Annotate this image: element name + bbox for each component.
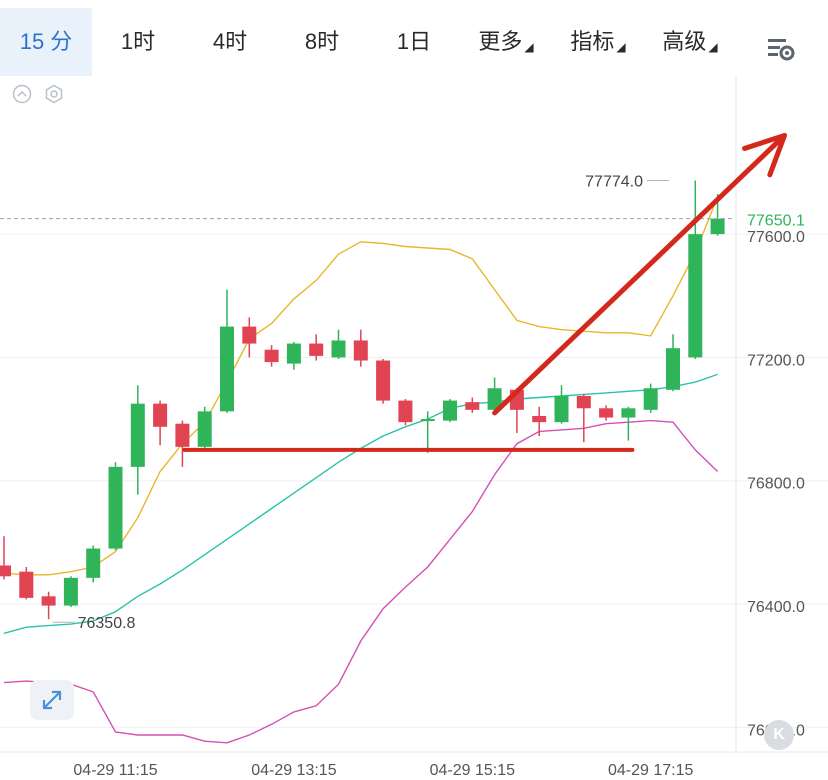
candle-body [0, 565, 11, 577]
tab-label: 1日 [396, 29, 432, 54]
lower-band-line [3, 419, 719, 744]
candle-body [532, 416, 547, 423]
x-tick-label: 04-29 17:15 [608, 762, 694, 779]
y-tick-label: 77200.0 [747, 352, 805, 369]
candle-body [643, 388, 658, 410]
candle-body [353, 340, 368, 361]
badge-text: K [773, 726, 785, 743]
candle-body [621, 408, 636, 418]
candle-body [197, 411, 212, 447]
x-tick-label: 04-29 13:15 [251, 762, 337, 779]
high-label: 77774.0 [585, 173, 643, 190]
tab-label: 更多 [478, 29, 523, 54]
tab-advanced[interactable]: 高级 ◢ [644, 8, 736, 76]
candle-body [465, 402, 480, 410]
tab-label: 指标 [570, 29, 615, 54]
tab-more[interactable]: 更多 ◢ [460, 8, 552, 76]
tab-15m[interactable]: 15 分 [0, 8, 92, 76]
x-tick-label: 04-29 15:15 [430, 762, 516, 779]
candle-body [86, 548, 101, 578]
hexagon-icon[interactable] [44, 84, 64, 104]
trend-arrow-head [742, 132, 787, 178]
candle-body [443, 400, 457, 421]
caret-down-icon: ◢ [524, 40, 534, 54]
candle-body [710, 218, 725, 235]
tab-4h[interactable]: 4时 [184, 8, 276, 76]
candle-body [398, 400, 413, 423]
tab-label: 8时 [304, 29, 340, 54]
tab-1d[interactable]: 1日 [368, 8, 460, 76]
candle-body [554, 395, 569, 423]
candle-body [108, 466, 123, 549]
candle-body [331, 340, 346, 358]
candle-body [420, 419, 435, 422]
candle-body [63, 577, 78, 606]
candle-body [487, 388, 502, 410]
candle-body [220, 326, 234, 412]
caret-down-icon: ◢ [708, 40, 718, 54]
candle-body [130, 403, 145, 467]
ma-line [3, 196, 719, 576]
tab-label: 1时 [120, 29, 156, 54]
low-label: 76350.8 [78, 615, 136, 632]
candle-body [153, 403, 168, 427]
k-badge-icon[interactable]: K [764, 720, 794, 750]
tab-label: 15 分 [19, 29, 73, 54]
timeframe-tabbar: 15 分 1时 4时 8时 1日 更多 ◢ 指标 ◢ 高级 ◢ [0, 8, 828, 76]
tab-1h[interactable]: 1时 [92, 8, 184, 76]
candle-body [175, 423, 190, 447]
candle-body [19, 571, 34, 598]
last-price-label: 77650.1 [747, 213, 805, 230]
trend-arrow-annotation [492, 132, 787, 416]
tab-8h[interactable]: 8时 [276, 8, 368, 76]
candle-body [286, 343, 301, 364]
expand-arrows-icon[interactable] [30, 680, 74, 720]
caret-down-icon: ◢ [616, 40, 626, 54]
y-tick-label: 77600.0 [747, 229, 805, 246]
y-tick-label: 76800.0 [747, 476, 805, 493]
settings-icon[interactable] [760, 30, 800, 70]
chevron-up-circle-icon[interactable] [12, 84, 32, 104]
candle-body [688, 234, 703, 358]
chart-tools [12, 84, 72, 108]
candle-body [41, 596, 56, 606]
x-tick-label: 04-29 11:15 [73, 762, 157, 779]
y-tick-label: 76400.0 [747, 599, 805, 616]
last-price-label-bg [738, 206, 828, 231]
tab-label: 高级 [662, 29, 707, 54]
candle-body [666, 348, 680, 390]
candle-body [242, 326, 257, 344]
candle-body [576, 395, 591, 409]
candle-body [264, 349, 279, 363]
candle-body [376, 360, 391, 401]
candle-body [599, 408, 614, 418]
tab-label: 4时 [212, 29, 248, 54]
tab-indicators[interactable]: 指标 ◢ [552, 8, 644, 76]
candle-body [309, 343, 324, 356]
